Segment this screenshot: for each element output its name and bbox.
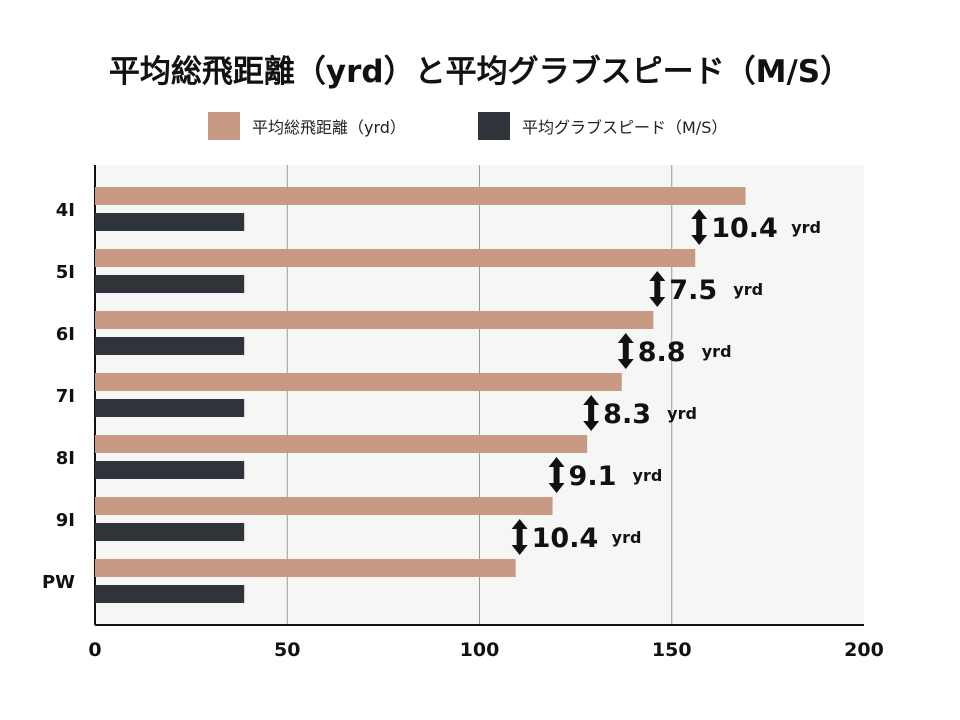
- speed-bar: [95, 399, 245, 417]
- double-arrow-icon: [649, 271, 666, 307]
- legend-swatch-distance: [208, 112, 240, 140]
- legend-item-speed: 平均グラブスピード（M/S）: [478, 112, 727, 140]
- speed-bar: [95, 337, 245, 355]
- distance-bar: [95, 187, 746, 205]
- difference-unit: yrd: [733, 280, 763, 299]
- difference-value: 8.8: [638, 337, 686, 368]
- double-arrow-icon: [617, 333, 634, 369]
- chart-title: 平均総飛距離（yrd）と平均グラブスピード（M/S）: [108, 54, 852, 90]
- x-tick-label: 150: [652, 639, 692, 661]
- speed-bar: [95, 523, 245, 541]
- y-tick-label: 8I: [56, 448, 75, 469]
- y-tick-label: 6I: [56, 324, 75, 345]
- difference-value: 8.3: [603, 399, 651, 430]
- double-arrow-icon: [548, 457, 565, 493]
- y-tick-label: 7I: [56, 386, 75, 407]
- distance-bar: [95, 249, 696, 267]
- legend-swatch-speed: [478, 112, 510, 140]
- legend-item-distance: 平均総飛距離（yrd）: [208, 112, 406, 140]
- difference-value: 10.4: [711, 213, 778, 244]
- distance-bar: [95, 373, 622, 391]
- difference-value: 10.4: [532, 523, 599, 554]
- distance-bar: [95, 497, 553, 515]
- speed-bar: [95, 275, 245, 293]
- legend-label-speed: 平均グラブスピード（M/S）: [522, 118, 728, 137]
- x-tick-label: 200: [844, 639, 884, 661]
- difference-value: 7.5: [669, 275, 717, 306]
- y-tick-label: 5I: [56, 262, 75, 283]
- x-tick-label: 0: [88, 639, 101, 661]
- speed-bar: [95, 213, 245, 231]
- speed-bar: [95, 585, 245, 603]
- double-arrow-icon: [583, 395, 600, 431]
- difference-unit: yrd: [612, 528, 642, 547]
- x-tick-label: 50: [274, 639, 300, 661]
- distance-bar: [95, 435, 588, 453]
- difference-unit: yrd: [667, 404, 697, 423]
- x-tick-label: 100: [460, 639, 500, 661]
- legend-label-distance: 平均総飛距離（yrd）: [252, 118, 406, 137]
- y-tick-label: PW: [42, 572, 75, 593]
- difference-unit: yrd: [702, 342, 732, 361]
- double-arrow-icon: [691, 209, 708, 245]
- difference-unit: yrd: [633, 466, 663, 485]
- double-arrow-icon: [511, 519, 528, 555]
- difference-value: 9.1: [569, 461, 617, 492]
- difference-unit: yrd: [791, 218, 821, 237]
- y-tick-label: 4I: [56, 200, 75, 221]
- y-tick-label: 9I: [56, 510, 75, 531]
- speed-bar: [95, 461, 245, 479]
- distance-bar: [95, 559, 516, 577]
- distance-bar: [95, 311, 654, 329]
